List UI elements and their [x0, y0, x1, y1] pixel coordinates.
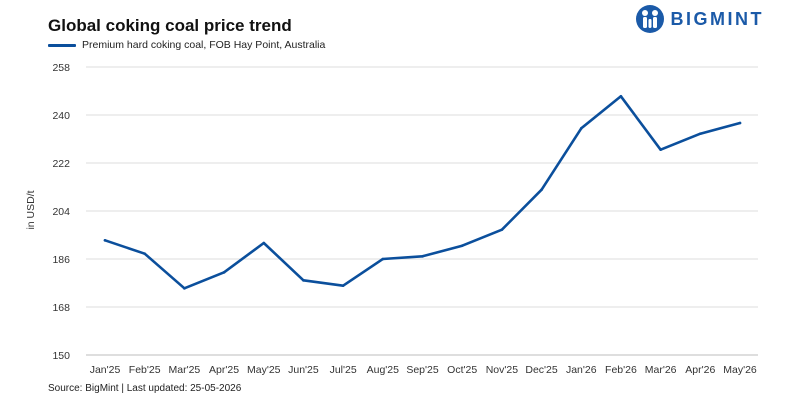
data-point — [302, 279, 305, 282]
brand-name: BIGMINT — [670, 8, 764, 29]
y-tick-label: 222 — [52, 158, 70, 170]
data-point — [579, 127, 583, 130]
series-layer — [103, 95, 742, 290]
people-icon — [635, 5, 664, 33]
data-point — [381, 257, 385, 261]
x-tick-label: Jun'25 — [288, 364, 319, 376]
x-tick-label: Apr'25 — [209, 364, 239, 376]
y-tick-label: 168 — [52, 302, 70, 314]
x-tick-label: Mar'26 — [645, 364, 677, 376]
x-tick-label: Oct'25 — [447, 364, 477, 376]
data-point — [341, 284, 345, 287]
legend-swatch — [48, 43, 76, 47]
data-point — [659, 148, 662, 151]
data-point — [540, 188, 543, 191]
data-point — [262, 241, 266, 245]
legend-label: Premium hard coking coal, FOB Hay Point,… — [82, 39, 326, 51]
y-tick-label: 150 — [52, 350, 70, 362]
x-tick-label: Mar'25 — [168, 364, 200, 376]
y-tick-label: 204 — [52, 206, 70, 218]
x-tick-label: Apr'26 — [685, 364, 715, 376]
y-tick-label: 240 — [52, 110, 70, 122]
x-tick-label: Dec'25 — [525, 364, 558, 376]
data-point — [222, 271, 226, 274]
data-point — [500, 228, 504, 231]
chart-title: Global coking coal price trend — [48, 16, 292, 35]
data-point — [738, 121, 742, 125]
x-tick-label: May'26 — [723, 364, 757, 376]
x-tick-label: Jul'25 — [330, 364, 357, 376]
x-axis-ticks: Jan'25 Feb'25 Mar'25 Apr'25 May'25 Jun'25 Jul'… — [90, 364, 757, 376]
legend: Premium hard coking coal, FOB Hay Point,… — [48, 39, 325, 51]
gridlines — [86, 66, 758, 356]
x-tick-label: Jan'26 — [566, 364, 597, 376]
data-point — [421, 255, 424, 258]
y-tick-label: 186 — [52, 254, 70, 266]
data-point — [103, 239, 107, 242]
data-point — [143, 252, 146, 255]
data-point — [619, 95, 623, 98]
x-tick-label: Aug'25 — [367, 364, 400, 376]
y-axis-ticks: 150 168 186 204 222 240 258 — [52, 62, 70, 362]
y-tick-label: 258 — [52, 62, 70, 74]
source-note: Source: BigMint | Last updated: 25-05-20… — [48, 383, 242, 394]
y-axis-label: in USD/t — [25, 190, 37, 229]
x-tick-label: Sep'25 — [406, 364, 439, 376]
x-tick-label: Feb'26 — [605, 364, 637, 376]
data-point — [699, 132, 702, 135]
x-tick-label: Feb'25 — [129, 364, 161, 376]
x-tick-label: Nov'25 — [486, 364, 519, 376]
data-point — [183, 287, 186, 290]
x-tick-label: Jan'25 — [90, 364, 121, 376]
x-tick-label: May'25 — [247, 364, 281, 376]
data-point — [460, 244, 464, 247]
brand-logo: BIGMINT — [635, 4, 765, 34]
